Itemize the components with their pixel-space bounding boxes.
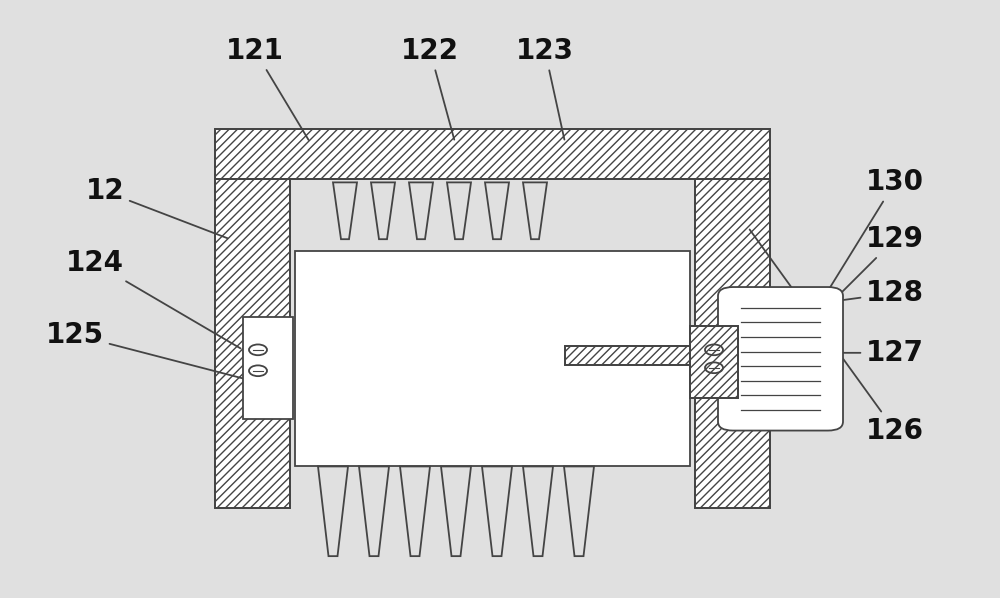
Bar [690,326,738,398]
Text: 12: 12 [86,178,227,238]
Bar [215,129,770,179]
Text: 129: 129 [777,225,924,357]
Text: 121: 121 [226,37,309,140]
Text: 127: 127 [723,339,924,367]
Text: 126: 126 [750,230,924,444]
Bar [215,179,290,508]
Bar [215,179,290,508]
FancyBboxPatch shape [718,287,843,431]
Bar [295,251,690,466]
Text: 123: 123 [516,37,574,139]
Bar [565,346,705,365]
Bar [215,129,770,179]
Text: 130: 130 [761,169,924,398]
Bar [565,346,705,365]
Bar [695,179,770,508]
Text: 124: 124 [66,249,241,349]
Text: 122: 122 [401,37,459,140]
Bar [243,317,293,419]
Text: 128: 128 [765,279,924,310]
Text: 125: 125 [46,321,245,379]
Bar [690,326,738,398]
Bar [695,179,770,508]
